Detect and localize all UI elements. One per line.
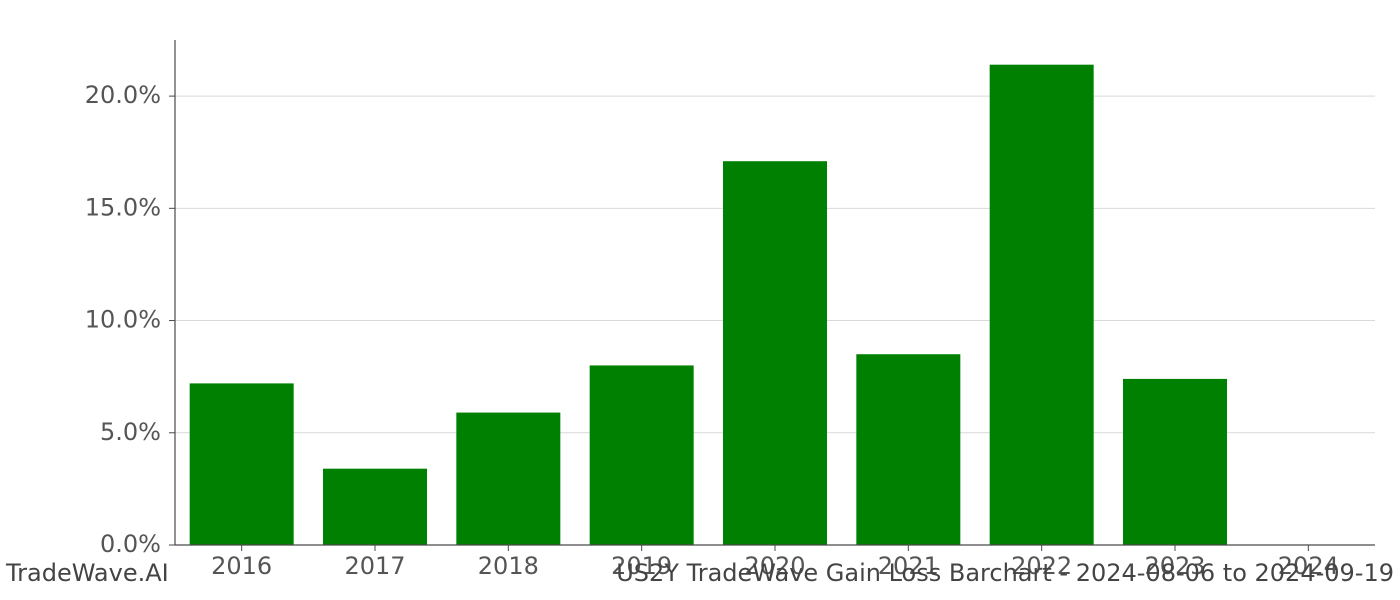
y-tick-label: 10.0% [85,306,161,334]
bar-2023 [1123,379,1227,545]
x-tick-label: 2018 [478,552,539,580]
x-tick-label: 2016 [211,552,272,580]
y-tick-label: 0.0% [100,530,161,558]
bar-2018 [456,413,560,545]
bar-2016 [190,383,294,545]
y-tick-label: 20.0% [85,81,161,109]
x-tick-label: 2017 [344,552,405,580]
gain-loss-barchart: 0.0%5.0%10.0%15.0%20.0%20162017201820192… [0,0,1400,600]
y-tick-label: 15.0% [85,193,161,221]
bar-2021 [856,354,960,545]
chart-caption: US2Y TradeWave Gain Loss Barchart - 2024… [616,559,1394,587]
y-tick-label: 5.0% [100,418,161,446]
bar-2020 [723,161,827,545]
bar-2022 [990,65,1094,545]
bar-2017 [323,469,427,545]
bar-2019 [590,365,694,545]
branding-label: TradeWave.AI [6,559,169,587]
